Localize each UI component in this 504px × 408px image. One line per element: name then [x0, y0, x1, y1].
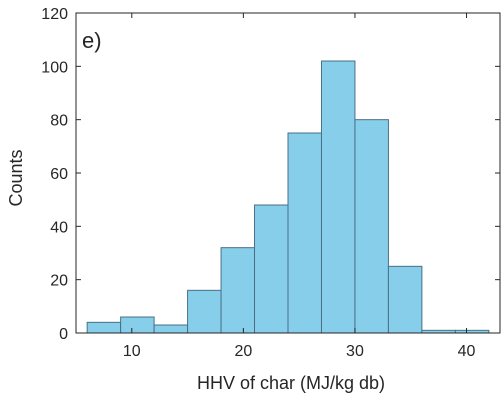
bars-layer	[86, 60, 490, 334]
histogram-bar	[354, 119, 389, 334]
histogram-bar	[120, 316, 155, 334]
ticks-layer: 0 20 40 60 80 100 120 10 20 30 40	[41, 6, 500, 360]
y-tick-label: 0	[59, 326, 68, 343]
y-tick-label: 40	[50, 219, 68, 236]
histogram-bar	[187, 289, 222, 334]
panel-label: e)	[82, 28, 102, 53]
histogram-bar	[220, 247, 256, 334]
x-tick-label: 20	[234, 343, 252, 360]
histogram-bar	[153, 324, 189, 334]
histogram-bar	[254, 204, 289, 334]
y-tick-label: 120	[41, 6, 68, 23]
histogram-bar	[287, 132, 322, 334]
histogram-bar	[320, 60, 356, 334]
y-tick-label: 80	[50, 113, 68, 130]
x-tick-label: 30	[346, 343, 364, 360]
y-tick-label: 20	[50, 273, 68, 290]
y-axis-label: Counts	[6, 149, 26, 206]
x-tick-label: 10	[123, 343, 141, 360]
x-tick-label: 40	[458, 343, 476, 360]
histogram-bar	[86, 321, 122, 334]
y-tick-label: 100	[41, 59, 68, 76]
x-axis-label: HHV of char (MJ/kg db)	[197, 373, 385, 393]
histogram-bar	[387, 265, 423, 334]
y-tick-label: 60	[50, 166, 68, 183]
